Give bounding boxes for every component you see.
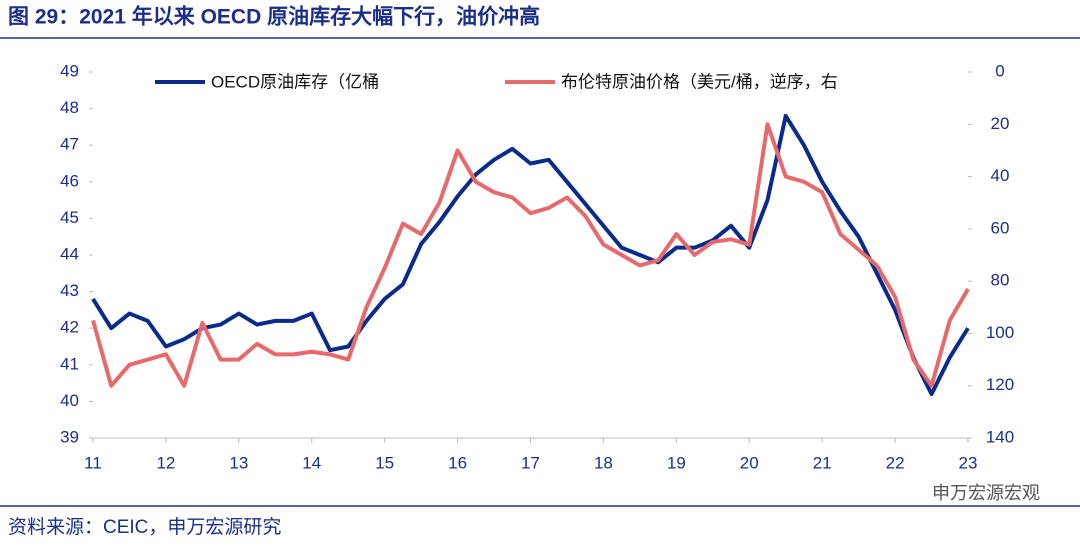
legend-label: 布伦特原油价格（美元/桶，逆序，右	[561, 72, 838, 91]
y2-tick-label: 100	[986, 323, 1014, 342]
chart-title: 图 29：2021 年以来 OECD 原油库存大幅下行，油价冲高	[8, 5, 540, 29]
x-tick-label: 11	[84, 453, 102, 472]
y2-tick-label: 40	[991, 166, 1010, 185]
x-tick-label: 13	[229, 453, 248, 472]
y-tick-label: 43	[60, 281, 79, 300]
x-tick-label: 18	[594, 453, 613, 472]
x-tick-label: 14	[302, 453, 321, 472]
x-tick-label: 22	[886, 453, 905, 472]
x-tick-label: 20	[740, 453, 759, 472]
y2-tick-label: 140	[986, 427, 1014, 446]
x-tick-label: 17	[521, 453, 540, 472]
series-line	[91, 122, 970, 388]
y-tick-label: 39	[60, 427, 79, 446]
y2-tick-label: 120	[986, 375, 1014, 394]
source: 资料来源：CEIC，申万宏源研究	[8, 516, 281, 538]
y-tick-label: 47	[60, 135, 79, 154]
x-tick-label: 16	[448, 453, 467, 472]
y2-tick-label: 60	[991, 218, 1010, 237]
y2-tick-label: 80	[991, 271, 1010, 290]
x-tick-label: 19	[667, 453, 686, 472]
series-line	[91, 113, 970, 397]
y-tick-label: 44	[60, 244, 79, 263]
y2-tick-label: 20	[991, 114, 1010, 133]
x-tick-label: 23	[959, 453, 978, 472]
y-tick-label: 45	[60, 208, 79, 227]
x-tick-label: 12	[156, 453, 175, 472]
y-tick-label: 46	[60, 171, 79, 190]
y-tick-label: 42	[60, 318, 79, 337]
y2-tick-label: 0	[995, 61, 1004, 80]
y-tick-label: 49	[60, 61, 79, 80]
y-tick-label: 48	[60, 98, 79, 117]
legend-label: OECD原油库存（亿桶	[211, 72, 379, 91]
watermark: 申万宏源宏观	[932, 483, 1040, 503]
y-tick-label: 40	[60, 391, 79, 410]
x-tick-label: 15	[375, 453, 394, 472]
y-tick-label: 41	[60, 354, 79, 373]
x-tick-label: 21	[813, 453, 832, 472]
